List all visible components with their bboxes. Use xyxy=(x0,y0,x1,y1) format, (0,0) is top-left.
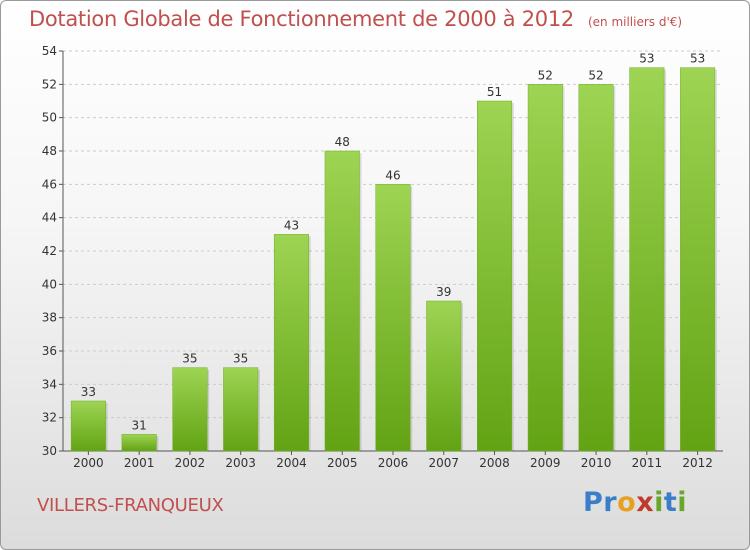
data-label: 52 xyxy=(588,68,603,82)
y-tick-label: 30 xyxy=(42,444,57,458)
x-tick-label: 2009 xyxy=(530,456,561,470)
x-tick-label: 2000 xyxy=(73,456,104,470)
commune-name: VILLERS-FRANQUEUX xyxy=(37,495,224,516)
x-tick-label: 2010 xyxy=(581,456,612,470)
x-tick-label: 2001 xyxy=(124,456,155,470)
data-label: 48 xyxy=(335,135,350,149)
x-tick-label: 2005 xyxy=(327,456,358,470)
y-tick-label: 46 xyxy=(42,177,57,191)
y-tick-label: 54 xyxy=(42,44,57,58)
bar-2011 xyxy=(629,67,665,452)
y-tick-label: 36 xyxy=(42,344,57,358)
data-label: 53 xyxy=(639,52,654,66)
brand-letter: i xyxy=(677,487,688,518)
data-label: 31 xyxy=(132,418,147,432)
data-label: 46 xyxy=(385,168,400,182)
chart-unit: (en milliers d'€) xyxy=(587,15,683,29)
bar-2008 xyxy=(477,100,513,452)
bar-2002 xyxy=(172,367,208,452)
data-labels: 33 31 35 35 43 48 46 39 51 52 52 53 53 xyxy=(81,52,706,433)
brand-letter: r xyxy=(603,487,618,518)
data-label: 39 xyxy=(436,285,451,299)
bar-2007 xyxy=(426,300,462,452)
y-tick-label: 50 xyxy=(42,111,57,125)
brand-letter: i xyxy=(654,487,664,518)
bar-2001 xyxy=(121,434,157,452)
data-label: 51 xyxy=(487,85,502,99)
bar-2004 xyxy=(273,234,309,452)
bar-2005 xyxy=(324,150,360,452)
bar-2006 xyxy=(375,184,411,452)
bars xyxy=(70,67,717,452)
data-label: 35 xyxy=(233,352,248,366)
y-tick-label: 52 xyxy=(42,77,57,91)
brand-letter: o xyxy=(617,487,637,518)
x-tick-label: 2008 xyxy=(479,456,510,470)
x-tick-label: 2012 xyxy=(682,456,713,470)
data-label: 52 xyxy=(538,68,553,82)
x-tick-label: 2011 xyxy=(632,456,663,470)
data-label: 43 xyxy=(284,218,299,232)
y-tick-label: 40 xyxy=(42,277,57,291)
x-tick-label: 2003 xyxy=(225,456,256,470)
y-tick-label: 42 xyxy=(42,244,57,258)
brand-letter: t xyxy=(663,487,678,518)
bar-2000 xyxy=(70,400,106,452)
brand-letter: x xyxy=(636,487,655,518)
bar-2012 xyxy=(680,67,716,452)
chart-title-text: Dotation Globale de Fonctionnement de 20… xyxy=(29,7,574,31)
x-tick-label: 2006 xyxy=(378,456,409,470)
chart-title: Dotation Globale de Fonctionnement de 20… xyxy=(29,7,682,31)
x-tick-label: 2007 xyxy=(428,456,459,470)
y-tick-label: 32 xyxy=(42,411,57,425)
bar-2003 xyxy=(223,367,259,452)
y-tick-label: 48 xyxy=(42,144,57,158)
x-tick-label: 2004 xyxy=(276,456,307,470)
x-tick-label: 2002 xyxy=(175,456,206,470)
data-label: 35 xyxy=(182,352,197,366)
proxiti-logo: Proxiti xyxy=(583,487,687,518)
data-label: 53 xyxy=(690,52,705,66)
bar-2009 xyxy=(527,84,563,452)
data-label: 33 xyxy=(81,385,96,399)
y-tick-label: 38 xyxy=(42,311,57,325)
brand-letter: P xyxy=(583,487,604,518)
bar-2010 xyxy=(578,84,614,452)
y-tick-label: 34 xyxy=(42,377,57,391)
y-tick-label: 44 xyxy=(42,211,57,225)
